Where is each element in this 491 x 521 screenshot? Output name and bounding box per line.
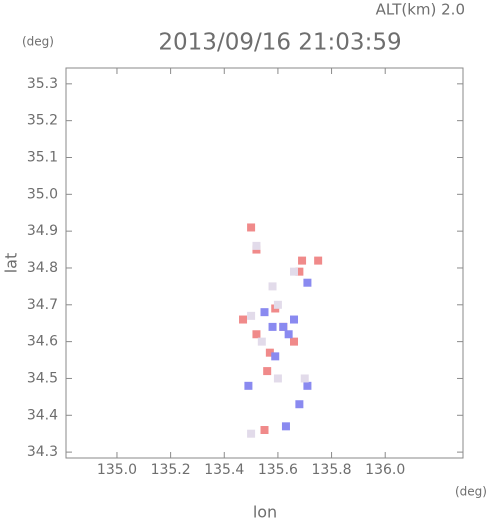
data-point (279, 322, 288, 331)
data-point (247, 429, 256, 438)
data-point (295, 400, 304, 409)
y-tick-label: 34.3 (27, 444, 58, 460)
data-point (247, 223, 256, 232)
data-point (273, 374, 282, 383)
x-tick-label: 135.6 (258, 462, 298, 478)
y-tick-label: 34.7 (27, 297, 58, 313)
data-point (300, 374, 309, 383)
y-tick-label: 34.9 (27, 223, 58, 239)
y-tick-label: 35.3 (27, 76, 58, 92)
y-unit: (deg) (22, 35, 54, 49)
data-point (314, 256, 323, 265)
data-point (257, 337, 266, 346)
data-point (247, 311, 256, 320)
y-tick-label: 34.5 (27, 370, 58, 386)
altitude-label: ALT(km) 2.0 (376, 1, 465, 19)
x-tick-label: 135.4 (204, 462, 244, 478)
plot-frame (65, 67, 464, 459)
data-point (281, 422, 290, 431)
data-point (252, 330, 261, 339)
data-point (290, 337, 299, 346)
y-axis-label: lat (2, 253, 21, 274)
data-point (290, 267, 299, 276)
y-tick-label: 35.0 (27, 186, 58, 202)
data-point (268, 282, 277, 291)
x-tick-label: 135.2 (151, 462, 191, 478)
y-tick-label: 34.4 (27, 407, 58, 423)
chart-title: 2013/09/16 21:03:59 (158, 30, 401, 56)
data-point (303, 278, 312, 287)
data-point (244, 381, 253, 390)
x-tick-label: 135.0 (97, 462, 137, 478)
y-tick-label: 34.8 (27, 260, 58, 276)
x-axis-label: lon (253, 503, 277, 521)
x-unit: (deg) (455, 485, 487, 499)
data-point (295, 267, 304, 276)
data-point (239, 315, 248, 324)
data-point (303, 381, 312, 390)
y-tick-label: 35.2 (27, 113, 58, 129)
data-point (260, 426, 269, 435)
x-tick-label: 135.8 (312, 462, 352, 478)
data-point (271, 352, 280, 361)
data-point (268, 322, 277, 331)
data-point (252, 241, 261, 250)
data-point (263, 367, 272, 376)
x-tick-label: 136.0 (365, 462, 405, 478)
data-point (284, 330, 293, 339)
data-point (290, 315, 299, 324)
data-point (273, 300, 282, 309)
y-tick-label: 35.1 (27, 149, 58, 165)
y-tick-label: 34.6 (27, 334, 58, 350)
data-point (298, 256, 307, 265)
data-point (265, 348, 274, 357)
data-point (260, 308, 269, 317)
